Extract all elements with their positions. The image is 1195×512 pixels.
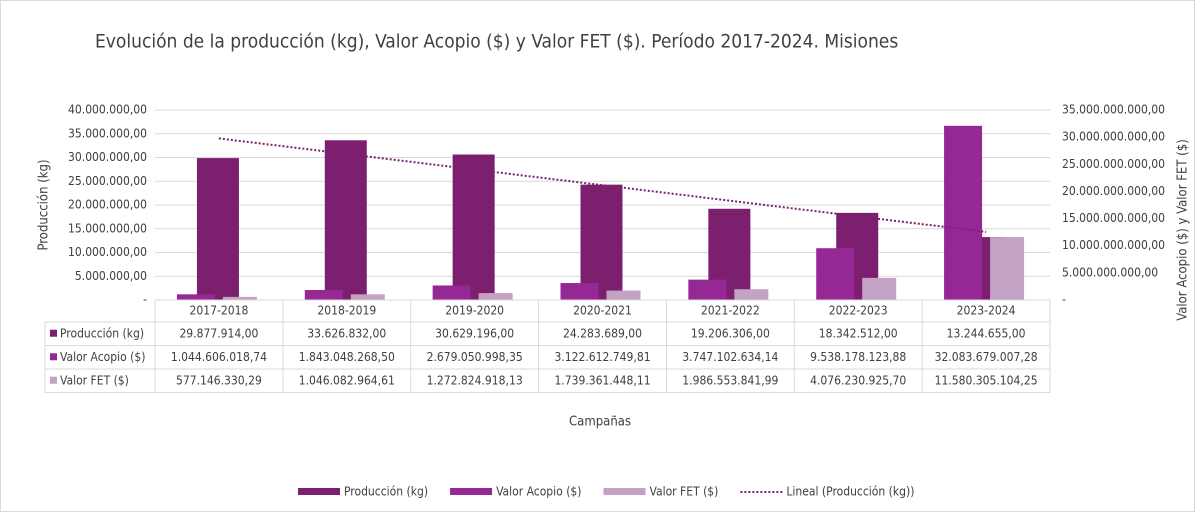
- y-tick-label: 25.000.000,00: [68, 174, 147, 188]
- x-tick-label: 2019-2020: [445, 304, 504, 318]
- bar: [734, 289, 769, 300]
- legend-key: [603, 488, 646, 495]
- bar: [452, 154, 495, 300]
- y-tick-label: 40.000.000,00: [68, 103, 147, 117]
- legend-label: Valor FET ($): [650, 485, 719, 499]
- y2-tick-label: -: [1062, 293, 1066, 307]
- bar: [606, 290, 641, 300]
- table-cell: 1.986.553.841,99: [682, 373, 778, 387]
- table-cell: 33.626.832,00: [307, 326, 386, 340]
- table-cell: 18.342.512,00: [819, 326, 898, 340]
- y2-tick-label: 10.000.000.000,00: [1062, 238, 1165, 252]
- table-cell: 1.044.606.018,74: [171, 350, 267, 364]
- table-row-label: Producción (kg): [60, 326, 144, 340]
- x-axis-title: Campañas: [569, 415, 631, 430]
- legend-label: Producción (kg): [344, 485, 428, 499]
- bar: [176, 294, 215, 300]
- bar: [432, 285, 471, 300]
- table-cell: 29.877.914,00: [179, 326, 258, 340]
- y2-tick-label: 5.000.000.000,00: [1062, 265, 1158, 279]
- table-legend-key: [50, 329, 57, 337]
- table-cell: 1.739.361.448,11: [554, 373, 650, 387]
- chart-title: Evolución de la producción (kg), Valor A…: [95, 31, 898, 53]
- y-tick-label: 35.000.000,00: [68, 126, 147, 140]
- y2-axis-title: Valor Acopio ($) y Valor FET ($): [1176, 139, 1191, 321]
- y-tick-label: 20.000.000,00: [68, 198, 147, 212]
- y2-tick-label: 30.000.000.000,00: [1062, 130, 1165, 144]
- table-row-label: Valor Acopio ($): [60, 350, 145, 364]
- y-axis-title: Producción (kg): [37, 159, 52, 250]
- table-cell: 19.206.306,00: [691, 326, 770, 340]
- table-cell: 24.283.689,00: [563, 326, 642, 340]
- table-cell: 3.122.612.749,81: [554, 350, 650, 364]
- bar: [304, 289, 343, 300]
- x-tick-label: 2018-2019: [317, 304, 376, 318]
- table-cell: 9.538.178.123,88: [810, 350, 906, 364]
- table-legend-key: [50, 353, 57, 361]
- legend-label: Lineal (Producción (kg)): [786, 485, 914, 499]
- legend-key: [450, 488, 493, 495]
- table-cell: 1.046.082.964,61: [299, 373, 395, 387]
- bar: [196, 158, 239, 300]
- x-tick-label: 2023-2024: [957, 304, 1016, 318]
- bar: [944, 125, 983, 301]
- bar: [580, 184, 623, 300]
- y-tick-label: 5.000.000,00: [75, 269, 147, 283]
- bar: [222, 296, 257, 300]
- y-tick-label: -: [143, 293, 147, 307]
- table-cell: 32.083.679.007,28: [935, 350, 1038, 364]
- y-tick-label: 30.000.000,00: [68, 150, 147, 164]
- y2-tick-label: 25.000.000.000,00: [1062, 157, 1165, 171]
- bar: [478, 293, 513, 300]
- table-legend-key: [50, 376, 57, 384]
- x-tick-label: 2021-2022: [701, 304, 760, 318]
- legend-label: Valor Acopio ($): [496, 485, 581, 499]
- table-cell: 4.076.230.925,70: [810, 373, 906, 387]
- bar: [816, 248, 855, 300]
- table-cell: 1.843.048.268,50: [299, 350, 395, 364]
- table-cell: 3.747.102.634,14: [682, 350, 778, 364]
- y-tick-label: 10.000.000,00: [68, 245, 147, 259]
- x-tick-label: 2020-2021: [573, 304, 632, 318]
- table-cell: 577.146.330,29: [176, 373, 262, 387]
- table-cell: 1.272.824.918,13: [427, 373, 523, 387]
- table-cell: 11.580.305.104,25: [935, 373, 1038, 387]
- table-cell: 30.629.196,00: [435, 326, 514, 340]
- y-tick-label: 15.000.000,00: [68, 221, 147, 235]
- bar: [990, 237, 1025, 300]
- x-tick-label: 2017-2018: [190, 304, 249, 318]
- bar: [688, 279, 727, 300]
- table-cell: 2.679.050.998,35: [427, 350, 523, 364]
- x-tick-label: 2022-2023: [829, 304, 888, 318]
- table-cell: 13.244.655,00: [947, 326, 1026, 340]
- bar: [862, 277, 897, 300]
- bar: [324, 140, 367, 300]
- y2-tick-label: 20.000.000.000,00: [1062, 184, 1165, 198]
- trendline: [218, 137, 987, 233]
- y2-tick-label: 15.000.000.000,00: [1062, 211, 1165, 225]
- y2-tick-label: 35.000.000.000,00: [1062, 103, 1165, 117]
- table-row-label: Valor FET ($): [60, 373, 129, 387]
- bar: [560, 283, 599, 300]
- legend-key: [298, 488, 340, 495]
- bar: [350, 294, 385, 300]
